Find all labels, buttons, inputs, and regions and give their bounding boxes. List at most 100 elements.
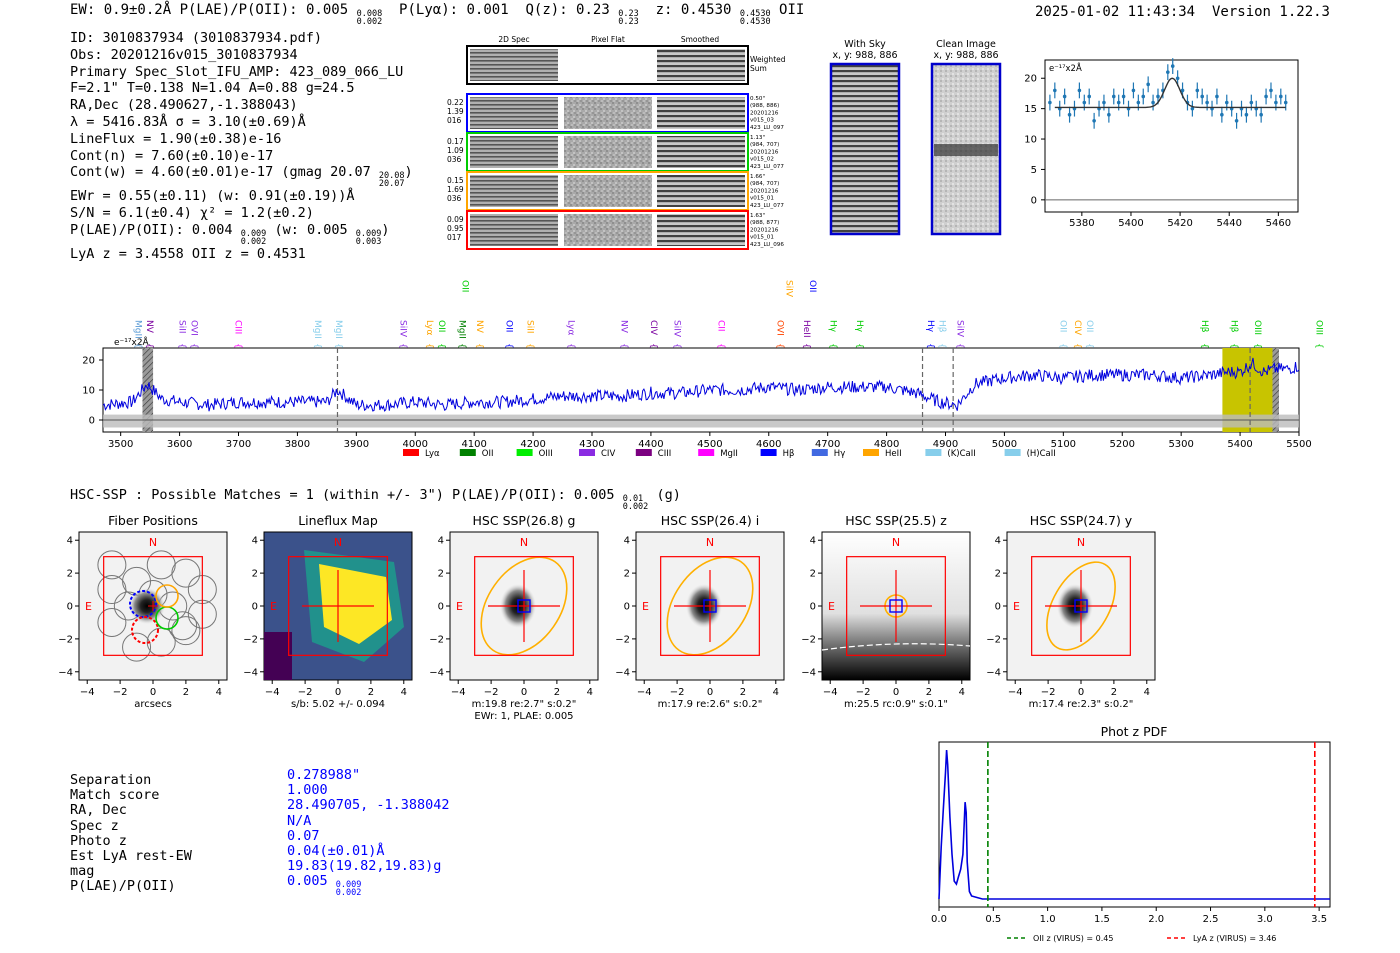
hsc-xtick-label: 0	[335, 687, 341, 698]
match-values: 0.278988" 1.000 28.490705, -1.388042 N/A…	[287, 767, 450, 897]
hsc-header-up: 0.01	[622, 494, 644, 504]
hsc-panel-3: HSC SSP(26.4) i N E −4 −4 −2 −2 0 0 2 2 4 4 m:17.9 re…	[615, 513, 785, 710]
spectrum-line-label: SiIV	[954, 320, 964, 338]
spectrum-units: e⁻¹⁷x2Å	[114, 336, 150, 348]
fit-model-curve	[1054, 77, 1286, 109]
spectrum-line-label: OVI	[775, 320, 785, 336]
fiber-blue	[129, 590, 157, 618]
plae-w-text: (w: 0.005	[274, 221, 348, 238]
info-lineflux: LineFlux = 1.90(±0.38)e-16	[70, 130, 282, 147]
hsc-ytick-label: 2	[252, 569, 258, 580]
cutout-row-val-c: 036	[447, 155, 462, 164]
fit-data-point	[1156, 94, 1160, 99]
spectrum-line-bracket: {	[524, 343, 534, 349]
match-labels: Separation Match score RA, Dec Spec z Ph…	[70, 772, 192, 895]
cutout-row-meta: 423_LU_096	[750, 242, 784, 248]
spectrum-line-bracket: {	[937, 343, 947, 349]
photz-xtick-label: 2.5	[1203, 914, 1219, 925]
hsc-ytick-label: −4	[58, 667, 73, 678]
spectrum-line-label: CII	[716, 320, 726, 332]
col-smoothed: Smoothed	[681, 35, 720, 44]
cutout-2d-spec	[470, 175, 558, 207]
spectrum-line-label: Hβ	[1228, 320, 1238, 333]
spectrum-line-bracket: {	[233, 343, 243, 349]
cutout-row-meta: 20201216	[750, 110, 779, 116]
detection-info: ID: 3010837934 (3010837934.pdf) Obs: 202…	[70, 30, 413, 263]
clean-title: Clean Image	[936, 39, 996, 50]
hsc-xtick-label: 4	[773, 687, 779, 698]
hsc-panel-4: HSC SSP(25.5) z N E −4 −4 −2 −2 0 0 2 2 4 4 m:25.5 rc…	[801, 513, 971, 710]
legend-swatch	[635, 449, 652, 456]
spectrum-error-band	[103, 414, 1299, 428]
cutout-pixel-flat	[564, 214, 652, 246]
spectrum-xtick-label: 4800	[874, 439, 899, 450]
fiber-circle	[97, 550, 127, 580]
spectrum-line-label: MgII	[132, 320, 142, 339]
cutout-smoothed	[657, 136, 745, 168]
fiber-circle	[122, 632, 152, 662]
hsc-ytick-label: −2	[615, 634, 630, 645]
cutout-grid: 2D Spec Pixel Flat Smoothed Weighted Sum…	[447, 35, 786, 250]
spectrum-line-bracket: {	[1057, 343, 1067, 349]
hsc-ytick-label: 4	[995, 536, 1001, 547]
spectrum-line-label: Hβ	[1199, 320, 1209, 333]
legend-swatch	[403, 449, 419, 456]
fiber-circle	[97, 607, 127, 637]
hsc-xtick-label: −4	[1008, 687, 1023, 698]
spectrum-line-label: OII	[436, 320, 446, 332]
hsc-header-text: HSC-SSP : Possible Matches = 1 (within +…	[70, 487, 615, 503]
hsc-ytick-label: 0	[810, 602, 816, 613]
legend-swatch	[760, 449, 777, 456]
value-separation: 0.278988"	[287, 767, 361, 783]
datetime: 2025-01-02 11:43:34	[1034, 4, 1196, 20]
hsc-panels: Fiber Positions N E −4 −4 −2 −2 0 0 2 2 4 4 arcsecs Li…	[58, 513, 1156, 722]
spectrum-line-label: MgII	[456, 320, 466, 339]
cutout-row-meta: 20201216	[750, 227, 779, 233]
spectrum-line-label: NV	[474, 320, 484, 334]
fit-data-point	[1082, 100, 1087, 105]
east-marker: E	[85, 600, 92, 613]
photz-xtick-label: 0.0	[931, 914, 947, 925]
photz-xtick-label: 1.0	[1040, 914, 1056, 925]
hsc-ytick-label: 4	[67, 536, 73, 547]
qz-value: Q(z): 0.23	[525, 2, 610, 18]
spectrum-ytick-label: 20	[82, 356, 95, 367]
plae-dn: 0.002	[240, 236, 267, 247]
hsc-header-tail: (g)	[656, 487, 681, 503]
info-lyaz: LyA z = 3.4558 OII z = 0.4531	[70, 245, 306, 262]
spectrum-line-bracket: {	[801, 343, 811, 349]
hsc-ytick-label: 4	[810, 536, 816, 547]
east-marker: E	[828, 600, 835, 613]
legend-swatch	[811, 449, 828, 456]
fit-data-point	[1205, 100, 1209, 105]
spectrum-xtick-label: 5300	[1168, 439, 1193, 450]
cutout-row-val-b: 1.69	[447, 185, 464, 194]
photz-pdf-panel: Phot z PDF 0.0 0.5 1.0 1.5 2.0 2.5 3.0 3.5 OII z…	[931, 724, 1331, 943]
legend-swatch	[459, 449, 476, 456]
cutout-row-val-a: 0.17	[447, 137, 464, 146]
hsc-xtick-label: −2	[1041, 687, 1056, 698]
hsc-search-box	[288, 556, 388, 656]
spectrum-ytick-label: 10	[82, 386, 95, 397]
info-ewr: EWr = 0.55(±0.11) (w: 0.91(±0.19))Å	[70, 188, 355, 205]
spectrum-xtick-label: 5200	[1110, 439, 1135, 450]
spectrum-line-label: CIII	[233, 320, 243, 334]
hsc-ytick-label: −2	[801, 634, 816, 645]
fit-data-point	[1234, 119, 1239, 123]
cutout-row-meta: (984, 707)	[750, 142, 779, 148]
legend-swatch	[863, 449, 879, 456]
hsc-xtick-label: 0	[521, 687, 527, 698]
photz-title: Phot z PDF	[1101, 724, 1168, 739]
fit-data-point	[1259, 112, 1263, 117]
hsc-header: HSC-SSP : Possible Matches = 1 (within +…	[70, 487, 681, 511]
cutout-row-val-a: 0.15	[447, 176, 464, 185]
ew-frac-up: 0.008	[356, 9, 383, 19]
fit-data-point	[1215, 94, 1219, 99]
spectrum-line-bracket: {	[648, 343, 658, 349]
hsc-xtick-label: 2	[926, 687, 932, 698]
legend-label: OIII	[539, 449, 553, 459]
hsc-xtick-label: −2	[113, 687, 128, 698]
hsc-ytick-label: −4	[986, 667, 1001, 678]
cutout-row-val-a: 0.09	[447, 215, 464, 224]
spectrum-line-bracket: {	[474, 343, 484, 349]
